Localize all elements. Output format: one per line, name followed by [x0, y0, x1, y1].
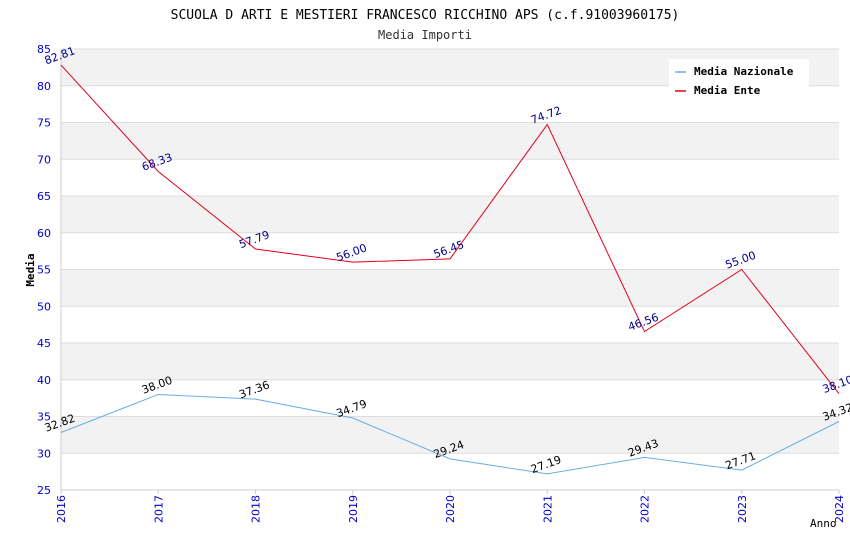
- y-tick-label: 25: [37, 484, 51, 497]
- y-tick-label: 55: [37, 264, 51, 277]
- legend-box: [669, 59, 809, 101]
- chart-title: SCUOLA D ARTI E MESTIERI FRANCESCO RICCH…: [171, 8, 680, 23]
- y-tick-label: 85: [37, 43, 51, 56]
- y-tick-label: 35: [37, 411, 51, 424]
- data-label-media-ente: 46.56: [626, 311, 660, 334]
- x-tick-label: 2020: [444, 495, 457, 523]
- background-band: [61, 343, 839, 380]
- data-label-media-nazionale: 27.19: [529, 453, 563, 476]
- x-tick-label: 2018: [250, 495, 263, 523]
- background-band: [61, 416, 839, 454]
- y-tick-label: 60: [37, 227, 51, 240]
- data-label-media-nazionale: 37.36: [237, 378, 271, 401]
- x-tick-label: 2021: [541, 495, 554, 523]
- x-tick-label: 2022: [639, 495, 652, 523]
- x-tick-label: 2023: [736, 495, 749, 523]
- x-tick-label: 2016: [55, 495, 68, 523]
- series-lines: [60, 64, 840, 475]
- legend: Media Nazionale Media Ente: [669, 59, 809, 101]
- y-tick-label: 65: [37, 190, 51, 203]
- y-tick-label: 70: [37, 153, 51, 166]
- legend-label-media-ente: Media Ente: [694, 84, 761, 97]
- y-tick-label: 30: [37, 447, 51, 460]
- y-axis-label: Media: [24, 253, 37, 286]
- y-tick-label: 75: [37, 117, 51, 130]
- background-band: [61, 196, 839, 233]
- y-tick-label: 40: [37, 374, 51, 387]
- data-label-media-ente: 56.00: [335, 241, 369, 264]
- y-tick-label: 45: [37, 337, 51, 350]
- background-band: [61, 269, 839, 307]
- x-axis-label: Anno: [810, 517, 837, 530]
- series-line-media-ente: [60, 64, 840, 395]
- x-tick-label: 2017: [152, 495, 165, 523]
- series-line-media-nazionale: [60, 393, 840, 475]
- y-tick-label: 50: [37, 300, 51, 313]
- x-axis-ticks: 2016 2017 2018 2019 2020 2021 2022 2023 2024: [55, 490, 846, 523]
- background-band: [61, 122, 839, 160]
- data-label-media-ente: 55.00: [724, 249, 758, 272]
- x-tick-label: 2019: [347, 495, 360, 523]
- legend-label-media-nazionale: Media Nazionale: [694, 65, 794, 78]
- y-axis-ticks: 25 30 35 40 45 50 55 60 65 70 75 80 85: [37, 43, 51, 497]
- x-tick-label: 2024: [833, 495, 846, 523]
- chart-subtitle: Media Importi: [378, 28, 472, 42]
- data-label-media-ente: 56.45: [432, 238, 466, 261]
- y-tick-label: 80: [37, 80, 51, 93]
